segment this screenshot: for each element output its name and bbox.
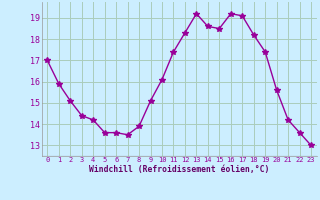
X-axis label: Windchill (Refroidissement éolien,°C): Windchill (Refroidissement éolien,°C) — [89, 165, 269, 174]
